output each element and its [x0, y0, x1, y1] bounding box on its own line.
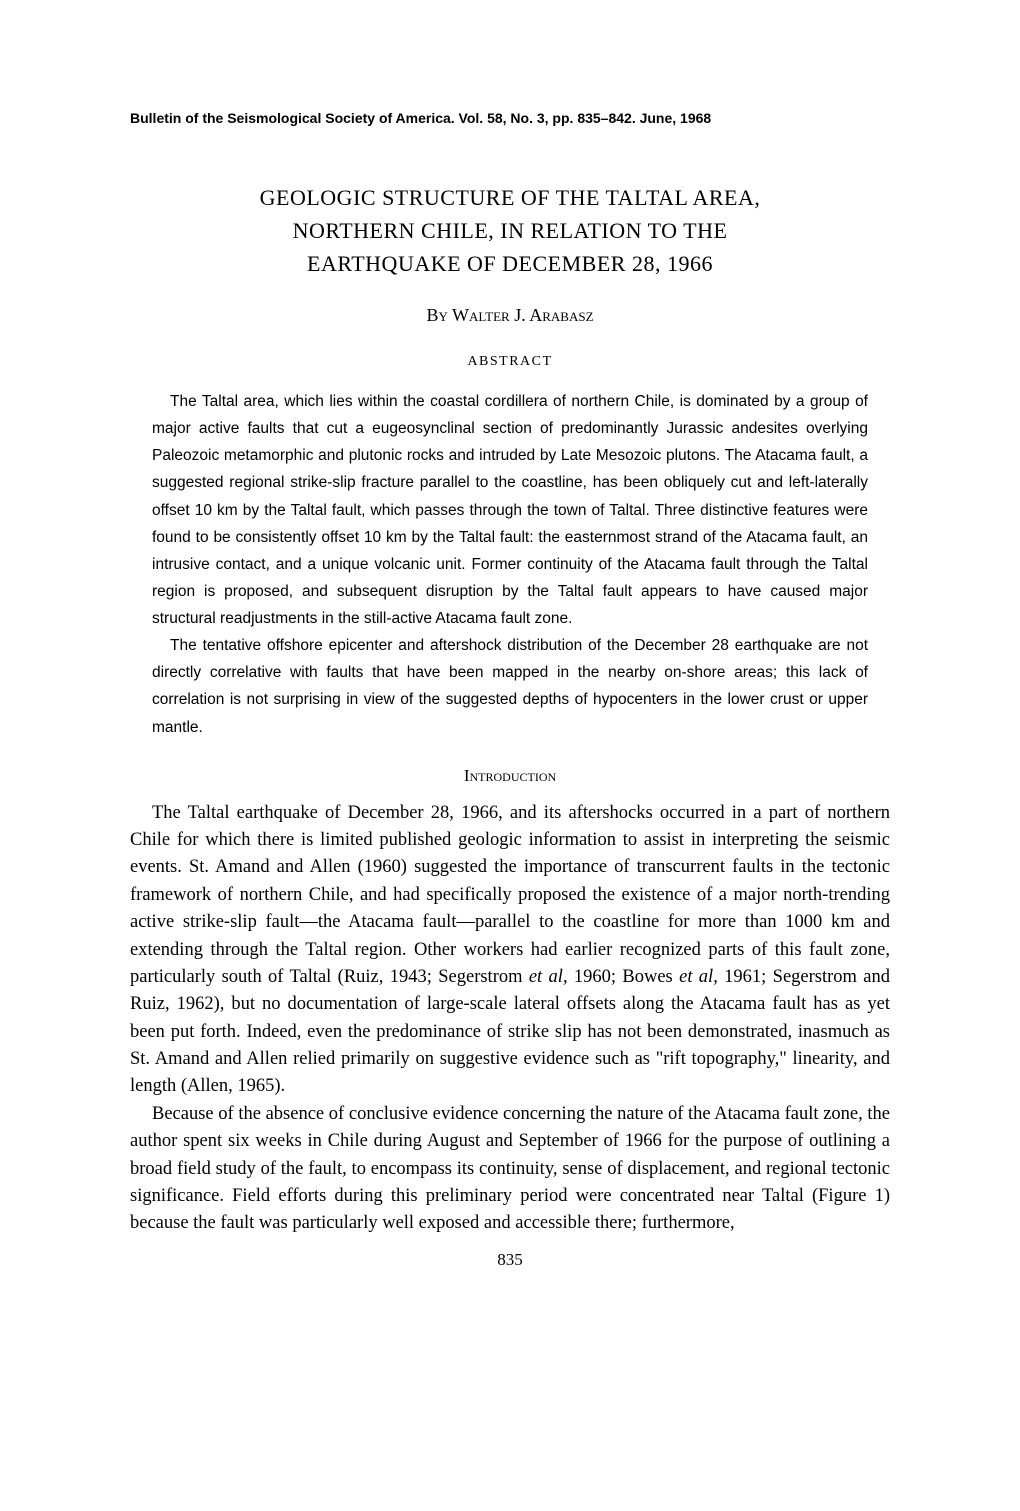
title-line-2: NORTHERN CHILE, IN RELATION TO THE	[293, 218, 728, 243]
abstract-paragraph-2: The tentative offshore epicenter and aft…	[152, 632, 868, 741]
author-line: By Walter J. Arabasz	[130, 305, 890, 326]
intro-paragraph-1: The Taltal earthquake of December 28, 19…	[130, 800, 890, 1101]
intro-paragraph-2: Because of the absence of conclusive evi…	[130, 1101, 890, 1238]
intro-p1-part1: The Taltal earthquake of December 28, 19…	[130, 803, 890, 987]
intro-p1-part2: , 1960; Bowes	[563, 967, 679, 987]
author-prefix: By	[426, 305, 452, 325]
title-line-1: GEOLOGIC STRUCTURE OF THE TALTAL AREA,	[260, 185, 761, 210]
abstract-paragraph-1: The Taltal area, which lies within the c…	[152, 388, 868, 632]
author-name: Walter J. Arabasz	[452, 305, 593, 325]
et-al-1: et al	[529, 967, 563, 987]
abstract-heading: ABSTRACT	[130, 354, 890, 370]
article-title: GEOLOGIC STRUCTURE OF THE TALTAL AREA, N…	[130, 181, 890, 280]
et-al-2: et al	[679, 967, 713, 987]
introduction-body: The Taltal earthquake of December 28, 19…	[130, 800, 890, 1238]
journal-header: Bulletin of the Seismological Society of…	[130, 110, 890, 126]
page-number: 835	[130, 1250, 890, 1270]
title-line-3: EARTHQUAKE OF DECEMBER 28, 1966	[307, 251, 713, 276]
introduction-heading: Introduction	[130, 766, 890, 786]
abstract-body: The Taltal area, which lies within the c…	[152, 388, 868, 741]
